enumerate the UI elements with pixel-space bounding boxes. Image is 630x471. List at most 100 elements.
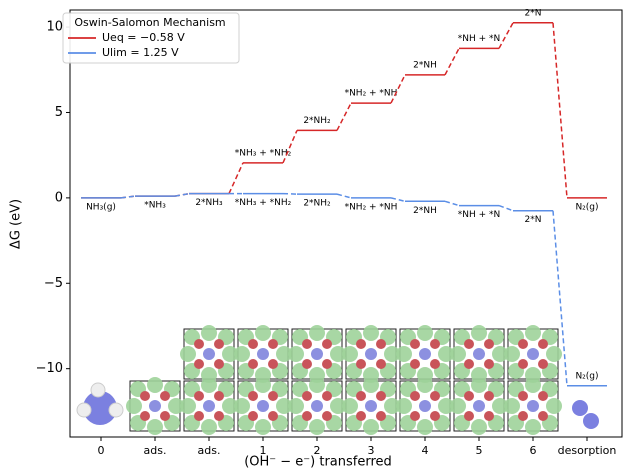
atom: [180, 346, 196, 362]
level-label: 2*NH₃: [195, 198, 223, 208]
level-label: *NH₃: [144, 201, 166, 211]
atom: [194, 391, 204, 401]
connector: [498, 204, 514, 212]
x-tick-label: 3: [368, 444, 375, 457]
atom: [464, 411, 474, 421]
y-tick-label: −5: [44, 276, 63, 291]
atom: [419, 348, 431, 360]
atom: [255, 325, 271, 341]
level-label: N₂(g): [575, 371, 598, 381]
atom: [201, 419, 217, 435]
atom: [417, 367, 433, 383]
connector: [498, 22, 514, 49]
atom: [492, 346, 508, 362]
atom: [214, 411, 224, 421]
atom: [322, 339, 332, 349]
atom: [363, 367, 379, 383]
atom: [311, 348, 323, 360]
atom: [257, 348, 269, 360]
atom: [376, 411, 386, 421]
atom: [201, 367, 217, 383]
atom: [356, 391, 366, 401]
atom: [268, 391, 278, 401]
connector: [444, 200, 460, 207]
atom: [376, 391, 386, 401]
atom: [214, 339, 224, 349]
atom: [356, 339, 366, 349]
atom: [248, 411, 258, 421]
atom: [384, 398, 400, 414]
atom: [365, 400, 377, 412]
atom: [518, 339, 528, 349]
y-tick-label: 0: [55, 190, 63, 205]
atom: [356, 411, 366, 421]
x-tick-label: ads.: [144, 444, 167, 457]
level-label: *NH + *N: [458, 34, 501, 44]
atom: [248, 359, 258, 369]
molecule: [583, 413, 599, 429]
atom: [248, 391, 258, 401]
atom: [276, 398, 292, 414]
atom: [147, 419, 163, 435]
molecule: [108, 402, 124, 418]
atom: [464, 391, 474, 401]
atom: [322, 411, 332, 421]
level-label: 2*N: [525, 215, 542, 225]
x-tick-label: 5: [476, 444, 483, 457]
atom: [484, 359, 494, 369]
y-tick-label: 10: [46, 20, 63, 35]
atom: [255, 367, 271, 383]
y-axis-label: ΔG (eV): [9, 199, 24, 249]
connector: [390, 74, 406, 104]
plot-frame: [69, 9, 623, 438]
atom: [365, 348, 377, 360]
atom: [140, 411, 150, 421]
atom: [268, 359, 278, 369]
atom: [302, 391, 312, 401]
level-label: *NH + *N: [458, 210, 501, 220]
x-tick-label: 1: [260, 444, 267, 457]
atom: [168, 398, 184, 414]
atom: [222, 398, 238, 414]
x-tick-label: 4: [422, 444, 429, 457]
atom: [430, 359, 440, 369]
atom: [525, 367, 541, 383]
atom: [288, 346, 304, 362]
atom: [484, 391, 494, 401]
atom: [396, 398, 412, 414]
atom: [363, 325, 379, 341]
x-axis-label: (OH⁻ − e⁻) transferred: [244, 455, 392, 470]
atom: [268, 411, 278, 421]
atom: [438, 398, 454, 414]
atom: [430, 391, 440, 401]
level-label: *NH₂ + *NH: [345, 202, 398, 212]
connector: [552, 210, 568, 386]
atom: [147, 377, 163, 393]
atom: [473, 400, 485, 412]
atom: [546, 346, 562, 362]
connector: [228, 162, 244, 194]
molecule: [83, 391, 117, 425]
atom: [302, 339, 312, 349]
level-label: NH₃(g): [86, 202, 116, 212]
atom: [471, 325, 487, 341]
atom: [194, 339, 204, 349]
connector: [282, 192, 298, 195]
atom: [527, 348, 539, 360]
atom: [471, 367, 487, 383]
atom: [464, 339, 474, 349]
y-tick-label: −10: [36, 361, 63, 376]
atom: [438, 346, 454, 362]
atom: [538, 339, 548, 349]
atom: [410, 339, 420, 349]
level-label: 2*NH: [413, 60, 437, 70]
level-label: 2*N: [525, 8, 542, 18]
atom: [356, 359, 366, 369]
legend-label: Ueq = −0.58 V: [102, 31, 185, 44]
connector: [336, 193, 352, 199]
atom: [376, 359, 386, 369]
x-tick-label: desorption: [558, 444, 617, 457]
molecule: [572, 400, 588, 416]
level-label: 2*NH: [413, 206, 437, 216]
